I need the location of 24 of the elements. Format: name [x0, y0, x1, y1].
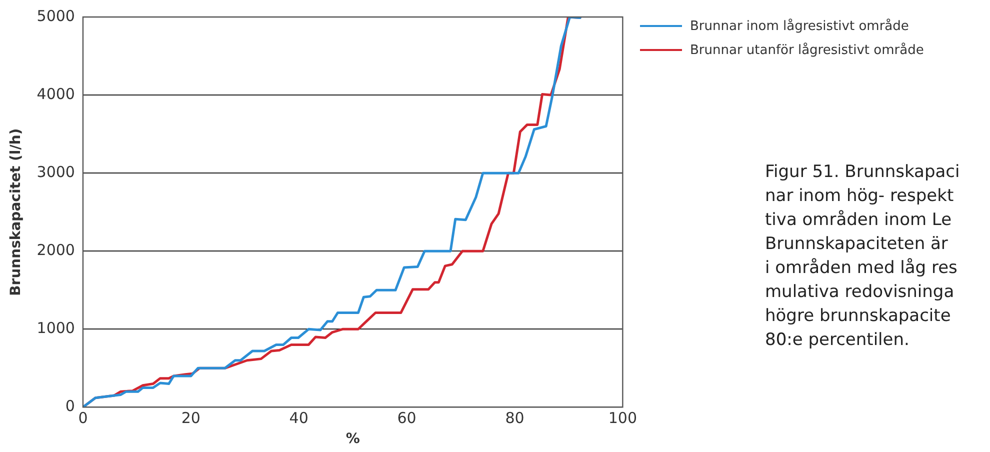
- y-tick-label: 5000: [36, 6, 75, 25]
- text: Figur 51. Brunnskapaci: [765, 161, 960, 184]
- text: högre brunnskapacite: [765, 305, 952, 328]
- y-axis-title: Brunnskapacitet (l/h): [8, 128, 24, 296]
- x-tick-label: 80: [505, 409, 524, 428]
- legend-label: Brunnar utanför lågresistivt område: [690, 42, 924, 58]
- x-tick-label: 40: [289, 409, 308, 428]
- x-axis-title: %: [346, 431, 360, 448]
- legend-label: Brunnar inom lågresistivt område: [690, 18, 909, 34]
- text: 80:e percentilen.: [765, 329, 910, 352]
- x-tick-label: 100: [608, 409, 638, 428]
- y-tick-label: 3000: [36, 162, 75, 181]
- y-tick-label: 4000: [36, 84, 75, 103]
- x-tick-label: 0: [78, 409, 88, 428]
- text: i områden med låg res: [765, 257, 958, 280]
- y-tick-label: 1000: [36, 319, 75, 338]
- text: Brunnskapaciteten är: [765, 233, 949, 256]
- y-tick-label: 0: [65, 397, 75, 416]
- x-tick-label: 60: [397, 409, 416, 428]
- y-tick-label: 2000: [36, 241, 75, 260]
- text: nar inom hög- respekt: [765, 185, 955, 208]
- x-tick-label: 20: [181, 409, 200, 428]
- text: mulativa redovisninga: [765, 281, 956, 304]
- text: tiva områden inom Le: [765, 209, 953, 232]
